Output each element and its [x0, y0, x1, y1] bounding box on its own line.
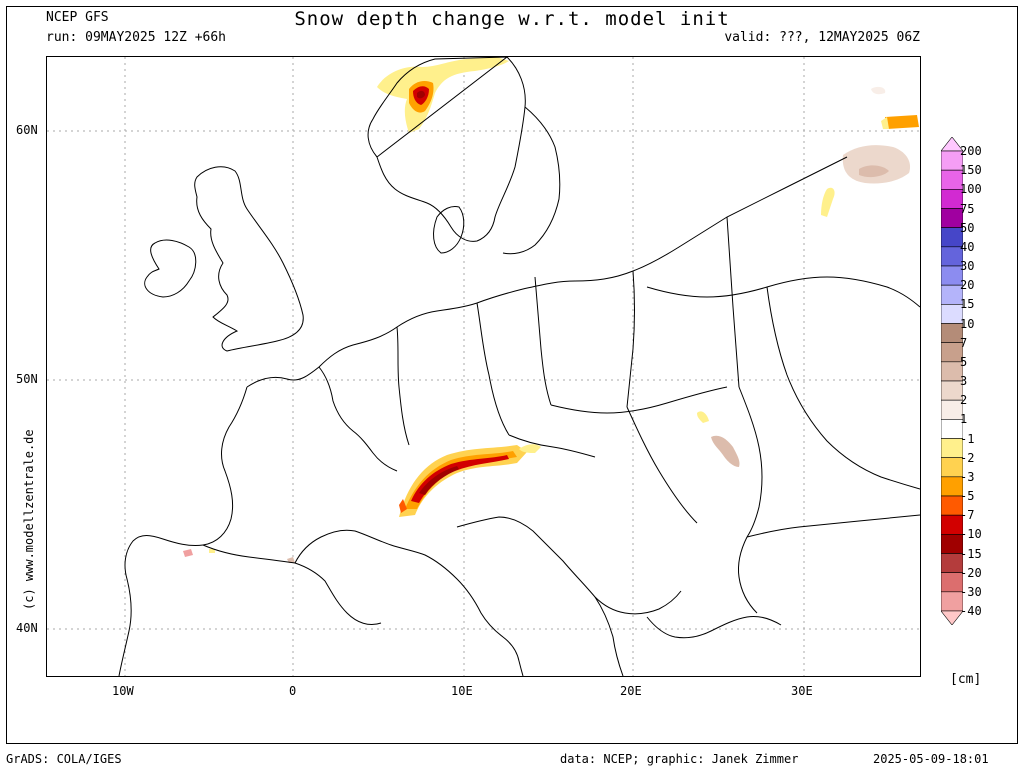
legend-label: 100 [960, 182, 982, 197]
lon-tick-0: 0 [289, 684, 297, 698]
figure-frame [6, 6, 1018, 744]
legend-label: -5 [960, 489, 975, 503]
valid-label: valid: ???, 12MAY2025 06Z [724, 30, 920, 45]
footer-credits: data: NCEP; graphic: Janek Zimmer [560, 752, 799, 766]
legend-label: -7 [960, 508, 975, 523]
legend-label: 50 [960, 220, 975, 235]
legend-label: -30 [960, 584, 982, 599]
coastlines-and-borders [118, 57, 920, 676]
graticule [47, 57, 920, 676]
legend-label: 150 [960, 163, 982, 178]
color-legend [941, 137, 963, 625]
lat-tick-50n: 50N [16, 372, 38, 386]
map-panel [46, 56, 921, 677]
legend-label: -2 [960, 450, 975, 465]
legend-label: 7 [960, 335, 968, 350]
legend-label: 30 [960, 259, 975, 273]
legend-label: -40 [960, 604, 982, 618]
lon-tick-30e: 30E [791, 684, 813, 698]
lat-tick-40n: 40N [16, 621, 38, 635]
legend-label: 15 [960, 297, 975, 312]
lon-tick-20e: 20E [620, 684, 642, 698]
snow-depth-map [47, 57, 920, 676]
run-label: run: 09MAY2025 12Z +66h [46, 30, 227, 45]
legend-label: -15 [960, 546, 982, 561]
lat-tick-60n: 60N [16, 123, 38, 137]
legend-label: -3 [960, 469, 975, 484]
footer-timestamp: 2025-05-09-18:01 [873, 752, 989, 766]
legend-label: 2 [960, 393, 968, 408]
legend-label: 5 [960, 354, 968, 369]
footer-grads: GrADS: COLA/IGES [6, 752, 122, 766]
legend-label: -20 [960, 565, 982, 580]
snow-change-shading [183, 57, 919, 563]
legend-label: 10 [960, 316, 975, 331]
legend-label: 3 [960, 374, 968, 388]
copyright-watermark: (c) www.modellzentrale.de [22, 429, 36, 610]
legend-swatch [941, 610, 963, 625]
model-label: NCEP GFS [46, 10, 109, 25]
legend-label: -10 [960, 527, 982, 542]
lon-tick-10w: 10W [112, 684, 134, 698]
legend-label: 40 [960, 239, 975, 254]
legend-label: -1 [960, 431, 975, 446]
legend-label: 20 [960, 278, 975, 293]
legend-unit: [cm] [950, 672, 982, 687]
legend-label: 1 [960, 412, 968, 427]
legend-label: 200 [960, 144, 982, 158]
page-title: Snow depth change w.r.t. model init [294, 8, 730, 30]
lon-tick-10e: 10E [451, 684, 473, 698]
legend-label: 75 [960, 201, 975, 216]
